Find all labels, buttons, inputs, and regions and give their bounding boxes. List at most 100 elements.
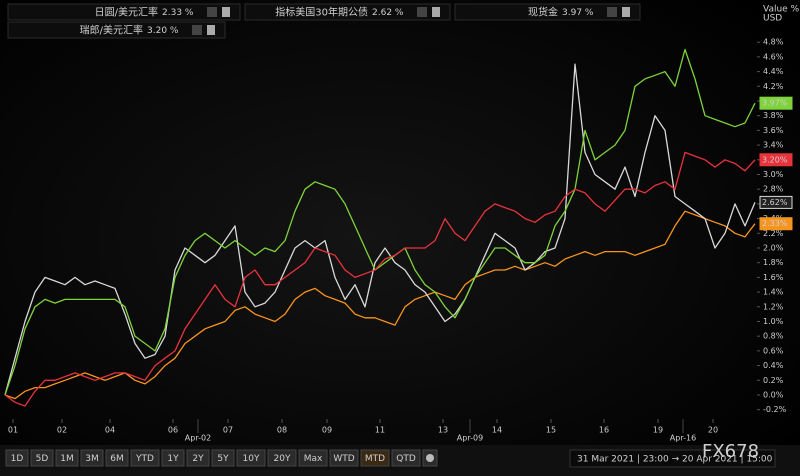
y-tick-label: 2.8% [763, 185, 784, 194]
legend-dropdown[interactable] [192, 25, 202, 35]
y-tick-label: 0.8% [763, 332, 784, 341]
range-button-label: 6M [110, 454, 124, 464]
legend-name: 日圆/美元汇率 [95, 6, 158, 19]
x-tick-label: 14 [492, 426, 502, 435]
legend-delete[interactable] [207, 25, 215, 35]
end-label: 2.33% [762, 219, 788, 228]
range-button[interactable] [5, 449, 29, 467]
range-button-label: 1M [60, 454, 74, 464]
legend-box [454, 3, 641, 21]
range-button-label: WTD [333, 454, 354, 464]
end-label-box [759, 195, 793, 209]
series-line [4, 151, 756, 407]
y-tick-label: 4.8% [763, 38, 784, 47]
y-tick-label: 3.6% [763, 126, 784, 135]
legend-delete[interactable] [222, 7, 230, 17]
legend-value: 2.33 % [162, 8, 194, 18]
range-button[interactable] [80, 449, 104, 467]
range-button[interactable] [105, 449, 129, 467]
watermark: FX678 [702, 441, 759, 462]
x-tick-label: 15 [546, 426, 556, 435]
x-tick-label: 11 [375, 426, 385, 435]
y-tick-label: 2.2% [763, 229, 784, 238]
x-tick-label: 13 [438, 426, 448, 435]
legend-box [7, 21, 226, 39]
legend-delete[interactable] [622, 7, 630, 17]
range-button[interactable] [55, 449, 79, 467]
y-tick-label: 1.4% [763, 288, 784, 297]
legend-name: 现货金 [528, 6, 558, 19]
axis-title: Value % [763, 5, 800, 15]
date-range-box [569, 449, 776, 468]
y-tick-label: -0.2% [763, 405, 787, 414]
legend-dropdown[interactable] [207, 7, 217, 17]
range-button [211, 449, 235, 467]
axis-unit: USD [763, 14, 782, 24]
legend-delete[interactable] [432, 7, 440, 17]
x-tick-label: 04 [105, 426, 115, 435]
y-tick-label: 2.0% [763, 243, 784, 252]
legend-value: 3.97 % [562, 8, 594, 18]
x-tick-label: 07 [223, 426, 233, 435]
range-button-label: 1D [11, 454, 24, 464]
x-tick-label: 20 [708, 426, 718, 435]
range-button [236, 449, 266, 467]
y-tick-label: 1.8% [763, 258, 784, 267]
range-button[interactable] [329, 449, 359, 467]
x-tick-label: 16 [599, 426, 609, 435]
y-tick-label: 3.4% [763, 141, 784, 150]
range-button[interactable] [30, 449, 54, 467]
range-button-label: YTD [135, 454, 154, 464]
range-button-label: 10Y [243, 454, 260, 464]
range-button[interactable] [130, 449, 160, 467]
x-tick-label: 01 [8, 426, 18, 435]
y-tick-label: 1.6% [763, 273, 784, 282]
legend-name: 瑞郎/美元汇率 [80, 24, 143, 37]
series-line [4, 48, 756, 396]
y-tick-label: 0.4% [763, 361, 784, 370]
range-button-label: MTD [365, 454, 385, 464]
y-tick-label: 4.4% [763, 67, 784, 76]
series-line [4, 210, 756, 400]
date-range[interactable]: 31 Mar 2021 | 23:00 → 20 Apr 2021 | 15:0… [577, 455, 773, 465]
range-button-label: 3M [85, 454, 99, 464]
date-tick-label: Apr-09 [457, 434, 483, 443]
range-button-label: 1Y [167, 454, 179, 464]
settings-icon [426, 454, 434, 462]
end-label-box [759, 153, 793, 167]
legend-dropdown[interactable] [417, 7, 427, 17]
end-label-box [759, 217, 793, 231]
range-button-label: Max [304, 454, 323, 464]
y-tick-label: 4.2% [763, 82, 784, 91]
legend-name: 指标美国30年期公债 [275, 6, 368, 19]
x-tick-label: 08 [277, 426, 287, 435]
range-button [186, 449, 210, 467]
x-tick-label: 19 [653, 426, 663, 435]
date-tick-label: Apr-02 [185, 434, 211, 443]
x-tick-label: 06 [168, 426, 178, 435]
x-tick-label: 02 [57, 426, 67, 435]
range-button-label: 2Y [192, 454, 204, 464]
y-tick-label: 3.0% [763, 170, 784, 179]
y-tick-label: 0.6% [763, 346, 784, 355]
range-button[interactable] [391, 449, 421, 467]
y-tick-label: 1.0% [763, 317, 784, 326]
y-tick-label: 0.2% [763, 376, 784, 385]
range-button-label: QTD [396, 454, 416, 464]
range-button-label: 5Y [217, 454, 229, 464]
toolbar: 1D 5D 1M 3M 6M YTD 1Y 2Y 5Y 10Y 20Y Max WTD MTD QTD [5, 449, 438, 467]
range-button[interactable] [360, 449, 390, 467]
end-label-box [759, 96, 793, 110]
legend-dropdown[interactable] [607, 7, 617, 17]
end-label: 3.20% [762, 155, 788, 164]
x-tick-label: 09 [322, 426, 332, 435]
range-button[interactable] [298, 449, 328, 467]
range-button[interactable] [161, 449, 185, 467]
y-tick-label: 3.8% [763, 111, 784, 120]
y-tick-label: 1.2% [763, 302, 784, 311]
legend-box [7, 3, 241, 21]
legend-box [244, 3, 451, 21]
y-tick-label: 4.6% [763, 52, 784, 61]
